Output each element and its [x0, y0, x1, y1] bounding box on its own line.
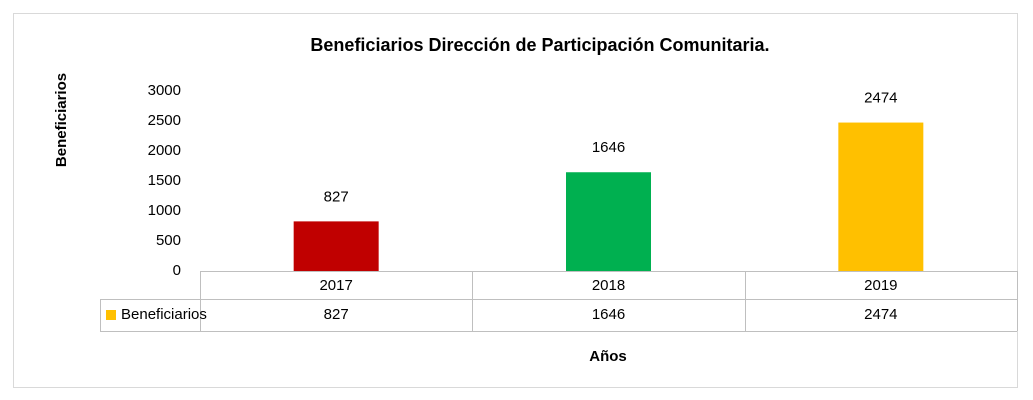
table-value: 827 [324, 306, 349, 323]
chart-title: Beneficiarios Dirección de Participación… [310, 35, 769, 55]
y-tick-label: 0 [173, 262, 181, 279]
legend-key [106, 310, 116, 320]
y-tick-label: 2500 [148, 112, 181, 129]
y-tick-label: 1000 [148, 202, 181, 219]
y-axis-label: Beneficiarios [53, 73, 70, 167]
x-tick-label: 2018 [592, 277, 625, 294]
table-value: 2474 [864, 306, 897, 323]
bar [293, 221, 379, 271]
x-axis-label: Años [589, 348, 627, 365]
y-tick-label: 500 [156, 232, 181, 249]
data-label: 827 [324, 188, 349, 205]
table-value: 1646 [592, 306, 625, 323]
legend-label: Beneficiarios [121, 306, 207, 323]
bar [566, 172, 651, 271]
y-tick-label: 1500 [148, 172, 181, 189]
x-tick-label: 2019 [864, 277, 897, 294]
data-label: 2474 [864, 90, 897, 107]
y-tick-label: 3000 [148, 82, 181, 99]
data-label: 1646 [592, 139, 625, 156]
bar [838, 122, 924, 271]
y-tick-label: 2000 [148, 142, 181, 159]
x-tick-label: 2017 [319, 277, 352, 294]
